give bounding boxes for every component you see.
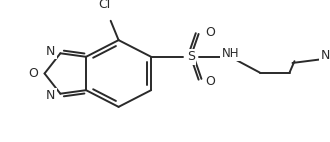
Text: NH: NH (221, 47, 239, 60)
Text: N: N (46, 45, 55, 58)
Text: N: N (320, 49, 330, 61)
Text: O: O (206, 75, 215, 88)
Text: N: N (46, 89, 55, 102)
Text: Cl: Cl (99, 0, 111, 12)
Text: O: O (206, 26, 215, 39)
Text: S: S (187, 50, 195, 63)
Text: O: O (28, 67, 38, 80)
